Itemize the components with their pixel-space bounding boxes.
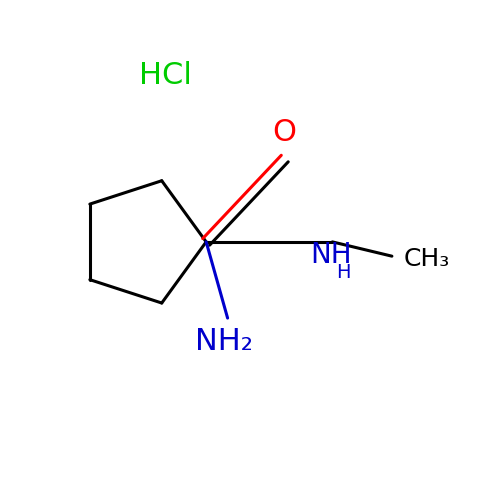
- Text: O: O: [273, 118, 297, 147]
- Text: NH₂: NH₂: [195, 327, 253, 356]
- Text: HCl: HCl: [139, 61, 192, 90]
- Text: CH₃: CH₃: [404, 247, 450, 271]
- Text: NH: NH: [310, 241, 352, 269]
- Text: H: H: [336, 263, 351, 282]
